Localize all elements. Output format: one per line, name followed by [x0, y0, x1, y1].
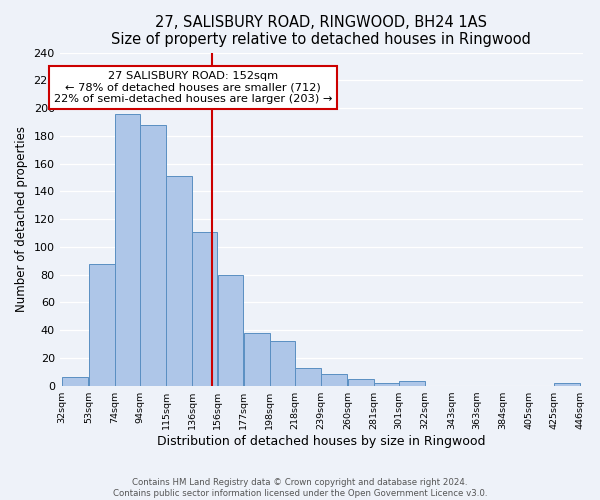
Y-axis label: Number of detached properties: Number of detached properties — [15, 126, 28, 312]
Bar — [244, 333, 270, 386]
Bar — [270, 341, 295, 386]
Bar — [322, 374, 347, 386]
Text: 27 SALISBURY ROAD: 152sqm
← 78% of detached houses are smaller (712)
22% of semi: 27 SALISBURY ROAD: 152sqm ← 78% of detac… — [54, 71, 332, 104]
Bar — [166, 176, 192, 386]
Bar — [374, 383, 398, 386]
Bar — [115, 114, 140, 386]
Title: 27, SALISBURY ROAD, RINGWOOD, BH24 1AS
Size of property relative to detached hou: 27, SALISBURY ROAD, RINGWOOD, BH24 1AS S… — [111, 15, 531, 48]
Bar — [218, 274, 244, 386]
Text: Contains HM Land Registry data © Crown copyright and database right 2024.
Contai: Contains HM Land Registry data © Crown c… — [113, 478, 487, 498]
Bar — [554, 383, 580, 386]
Bar — [295, 368, 321, 386]
X-axis label: Distribution of detached houses by size in Ringwood: Distribution of detached houses by size … — [157, 434, 485, 448]
Bar — [89, 264, 115, 386]
Bar — [193, 232, 217, 386]
Bar — [62, 378, 88, 386]
Bar — [347, 378, 374, 386]
Bar — [399, 382, 425, 386]
Bar — [140, 125, 166, 386]
